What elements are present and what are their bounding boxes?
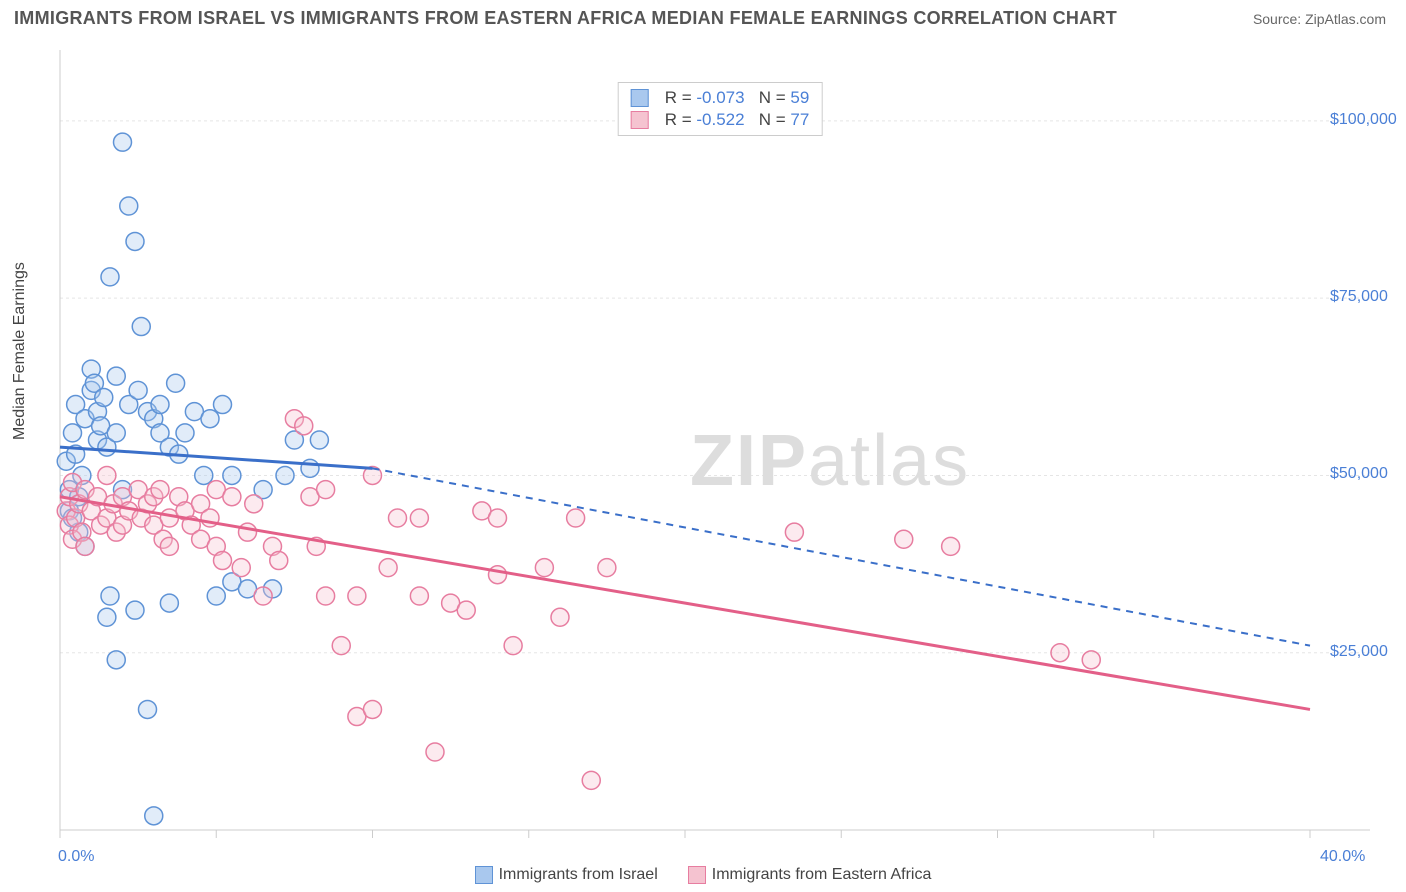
scatter-plot [50,40,1390,840]
chart-title: IMMIGRANTS FROM ISRAEL VS IMMIGRANTS FRO… [14,8,1117,29]
legend-label: Immigrants from Eastern Africa [712,866,932,883]
chart-header: IMMIGRANTS FROM ISRAEL VS IMMIGRANTS FRO… [0,0,1406,35]
chart-source: Source: ZipAtlas.com [1253,11,1386,27]
legend-item: Immigrants from Eastern Africa [688,866,932,884]
x-tick-max: 40.0% [1320,848,1365,866]
stats-legend-row: R = -0.522 N = 77 [631,109,810,131]
legend-swatch [631,111,649,129]
y-tick-label: $50,000 [1330,465,1388,483]
legend-swatch [631,89,649,107]
y-axis-label: Median Female Earnings [11,262,29,440]
y-tick-label: $25,000 [1330,643,1388,661]
legend-swatch [688,866,706,884]
y-tick-label: $75,000 [1330,288,1388,306]
y-tick-label: $100,000 [1330,111,1397,129]
legend-item: Immigrants from Israel [475,866,658,884]
legend-label: Immigrants from Israel [499,866,658,883]
x-tick-min: 0.0% [58,848,94,866]
series-legend: Immigrants from Israel Immigrants from Ea… [0,866,1406,884]
chart-area: Median Female Earnings ZIPatlas R = -0.0… [50,40,1390,840]
stats-legend-row: R = -0.073 N = 59 [631,87,810,109]
stats-legend: R = -0.073 N = 59R = -0.522 N = 77 [618,82,823,136]
legend-swatch [475,866,493,884]
